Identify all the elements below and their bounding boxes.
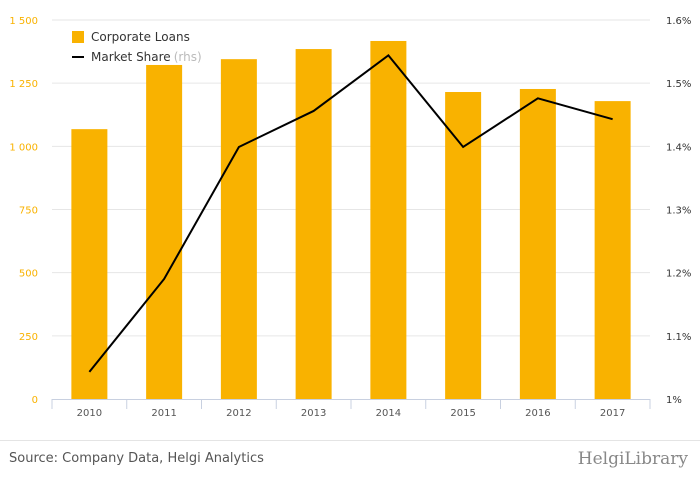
right-tick-label: 1.4% — [666, 142, 691, 153]
bar-2015 — [445, 92, 482, 399]
right-tick-label: 1.2% — [666, 269, 691, 280]
left-tick-label: 1 250 — [9, 79, 38, 90]
bar-2012 — [220, 59, 257, 400]
legend: Corporate Loans Market Share (rhs) — [72, 27, 202, 67]
x-tick-label: 2011 — [151, 408, 176, 419]
market-share-line — [88, 54, 613, 373]
legend-rhs-note: (rhs) — [173, 50, 202, 64]
right-tick-label: 1.3% — [666, 206, 691, 217]
right-tick-label: 1.5% — [666, 79, 691, 90]
right-tick-label: 1% — [666, 395, 682, 406]
left-tick-label: 750 — [19, 206, 38, 217]
x-tick-label: 2012 — [226, 408, 251, 419]
bar-2016 — [519, 88, 556, 399]
left-tick-label: 500 — [19, 269, 38, 280]
bar-2014 — [370, 40, 407, 399]
x-tick-label: 2010 — [77, 408, 102, 419]
combo-chart: 0 250 500 750 1 000 1 250 1 500 1% 1.1% 1.2% 1.3% 1… — [9, 16, 691, 419]
legend-label: Market Share — [91, 50, 171, 64]
legend-item-corporate-loans[interactable]: Corporate Loans — [72, 27, 202, 47]
helgi-library-logo[interactable]: HelgiLibrary — [577, 449, 688, 469]
x-tick-label: 2015 — [450, 408, 475, 419]
left-tick-label: 250 — [19, 332, 38, 343]
x-tick-label: 2016 — [525, 408, 550, 419]
bar-2011 — [146, 64, 183, 399]
bar-2013 — [295, 49, 332, 399]
right-tick-label: 1.1% — [666, 332, 691, 343]
bar-swatch-icon — [72, 31, 84, 43]
legend-item-market-share[interactable]: Market Share (rhs) — [72, 47, 202, 67]
bar-2017 — [594, 101, 631, 399]
bar-2010 — [71, 129, 108, 400]
x-tick-label: 2013 — [301, 408, 326, 419]
left-tick-label: 1 500 — [9, 16, 38, 27]
line-swatch-icon — [72, 56, 84, 58]
footer: Source: Company Data, Helgi Analytics He… — [0, 440, 700, 483]
legend-label: Corporate Loans — [91, 30, 190, 44]
left-tick-label: 0 — [32, 395, 38, 406]
x-tick-label: 2014 — [376, 408, 401, 419]
left-tick-label: 1 000 — [9, 142, 38, 153]
x-tick-label: 2017 — [600, 408, 625, 419]
source-text: Source: Company Data, Helgi Analytics — [9, 451, 264, 466]
right-tick-label: 1.6% — [666, 16, 691, 27]
